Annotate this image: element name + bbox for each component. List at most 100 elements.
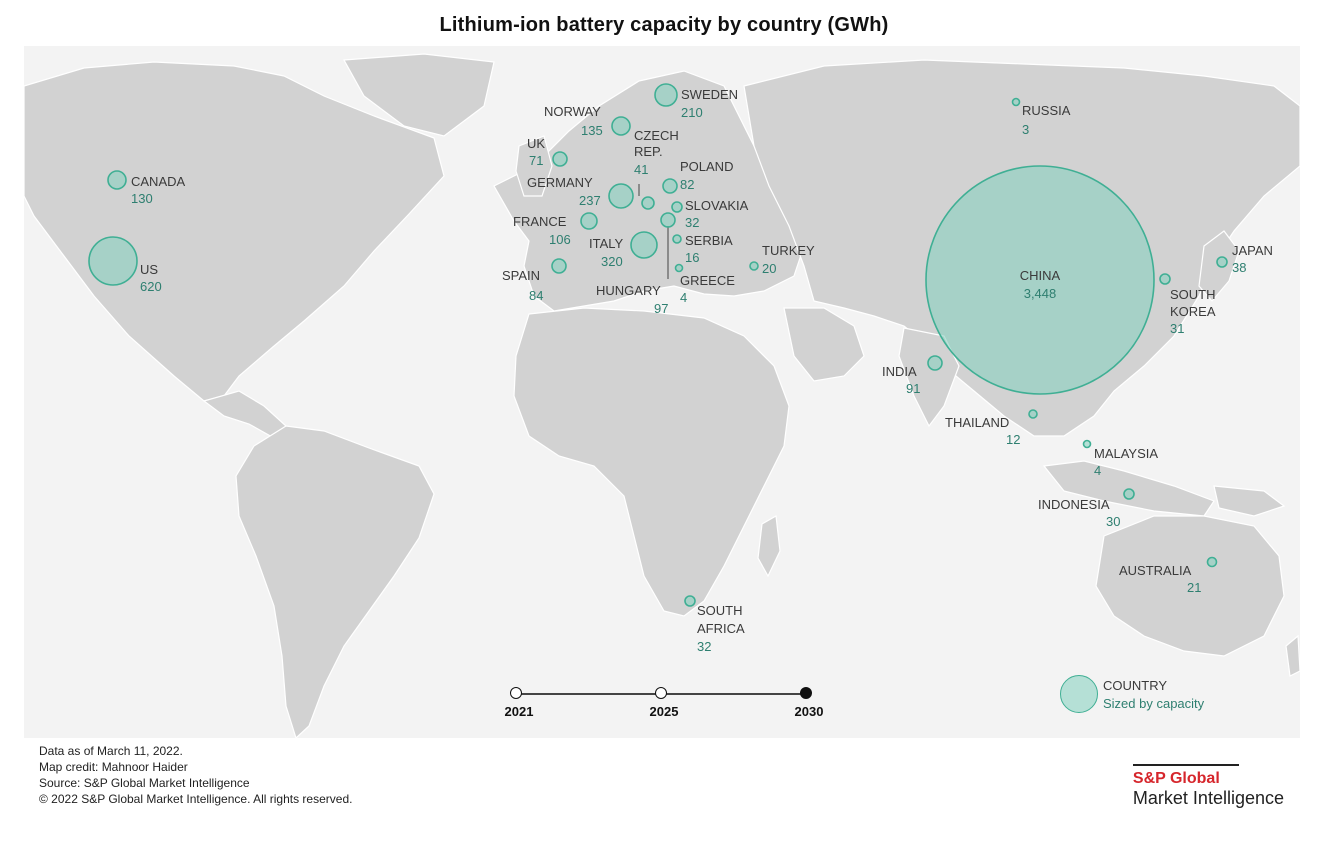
- bubble-south-korea[interactable]: [1159, 273, 1171, 285]
- land-north-america: [24, 61, 445, 402]
- land-greenland: [343, 53, 495, 137]
- land-south-america: [235, 425, 435, 738]
- label-italy-name: ITALY: [589, 236, 624, 251]
- label-greece-value: 4: [680, 290, 687, 305]
- map-title: Lithium-ion battery capacity by country …: [439, 14, 889, 36]
- bubble-south-africa[interactable]: [684, 595, 696, 607]
- label-south-africa-value: 32: [697, 639, 711, 654]
- label-canada-value: 130: [131, 191, 153, 206]
- label-india-value: 91: [906, 381, 920, 396]
- label-indonesia-value: 30: [1106, 514, 1120, 529]
- label-japan-name: JAPAN: [1232, 243, 1273, 258]
- bubble-germany[interactable]: [608, 183, 634, 209]
- bubble-india[interactable]: [927, 355, 943, 371]
- label-thailand-name: THAILAND: [945, 415, 1009, 430]
- label-malaysia-value: 4: [1094, 463, 1101, 478]
- label-malaysia-name: MALAYSIA: [1094, 446, 1158, 461]
- note-source: Source: S&P Global Market Intelligence: [39, 776, 250, 790]
- land-madagascar: [757, 515, 781, 578]
- bubble-sweden[interactable]: [654, 83, 678, 107]
- bubble-turkey[interactable]: [749, 261, 759, 271]
- bubble-france[interactable]: [580, 212, 598, 230]
- label-canada-name: CANADA: [131, 174, 186, 189]
- bubble-uk[interactable]: [552, 151, 568, 167]
- label-italy-value: 320: [601, 254, 623, 269]
- timeline-label-2021[interactable]: 2021: [504, 704, 534, 719]
- brand-name: S&P Global: [1132, 770, 1220, 787]
- bubble-slovakia[interactable]: [671, 201, 683, 213]
- bubble-serbia[interactable]: [672, 234, 682, 244]
- bubble-hungary[interactable]: [660, 212, 676, 228]
- bubble-japan[interactable]: [1216, 256, 1228, 268]
- label-czech-value: 41: [634, 162, 648, 177]
- bubble-us[interactable]: [88, 236, 138, 286]
- land-masses: [24, 53, 1300, 738]
- label-indonesia-name: INDONESIA: [1038, 497, 1110, 512]
- brand-rule: [1132, 764, 1239, 766]
- timeline-label-2030[interactable]: 2030: [794, 704, 824, 719]
- timeline-dot-2021[interactable]: [510, 687, 522, 699]
- label-hungary-name: HUNGARY: [596, 283, 661, 298]
- label-czech-name: CZECH REP.: [634, 128, 679, 159]
- label-uk-value: 71: [529, 153, 543, 168]
- note-copyright: © 2022 S&P Global Market Intelligence. A…: [39, 792, 353, 806]
- bubble-thailand[interactable]: [1028, 409, 1038, 419]
- label-sweden-value: 210: [681, 105, 703, 120]
- label-poland-value: 82: [680, 177, 694, 192]
- bubble-russia[interactable]: [1011, 97, 1021, 107]
- label-australia-name: AUSTRALIA: [1119, 563, 1192, 578]
- country-bubbles: US 620 CANADA 130 UK 71 NORWAY 135 SWEDE…: [88, 83, 1273, 654]
- year-timeline: 2021 2025 2030: [500, 687, 840, 728]
- label-us-value: 620: [140, 279, 162, 294]
- label-thailand-value: 12: [1006, 432, 1020, 447]
- label-serbia-value: 16: [685, 250, 699, 265]
- bubble-italy[interactable]: [630, 231, 658, 259]
- label-south-africa-name: SOUTH AFRICA: [697, 603, 745, 636]
- bubble-poland[interactable]: [662, 178, 678, 194]
- bubble-china[interactable]: [925, 165, 1155, 395]
- label-spain-name: SPAIN: [502, 268, 540, 283]
- label-russia-value: 3: [1022, 122, 1029, 137]
- bubble-greece[interactable]: [674, 263, 684, 273]
- label-china-name: CHINA: [1020, 268, 1061, 283]
- label-uk-name: UK: [527, 136, 545, 151]
- world-map: US 620 CANADA 130 UK 71 NORWAY 135 SWEDE…: [24, 46, 1300, 738]
- land-new-zealand: [1285, 634, 1300, 677]
- label-poland-name: POLAND: [680, 159, 733, 174]
- bubble-canada[interactable]: [107, 170, 127, 190]
- bubble-norway[interactable]: [611, 116, 631, 136]
- timeline-dot-2025[interactable]: [655, 687, 667, 699]
- label-hungary-value: 97: [654, 301, 668, 316]
- timeline-dot-2030[interactable]: [800, 687, 812, 699]
- brand-subtitle: Market Intelligence: [1132, 788, 1284, 808]
- label-south-korea-name: SOUTH KOREA: [1170, 287, 1216, 319]
- label-australia-value: 21: [1187, 580, 1201, 595]
- note-date: Data as of March 11, 2022.: [39, 744, 183, 758]
- label-turkey-value: 20: [762, 261, 776, 276]
- label-slovakia-value: 32: [685, 215, 699, 230]
- note-map-credit: Map credit: Mahnoor Haider: [39, 760, 188, 774]
- map-legend: COUNTRY Sized by capacity: [1060, 675, 1300, 715]
- bubble-indonesia[interactable]: [1123, 488, 1135, 500]
- bubble-czech[interactable]: [641, 196, 655, 210]
- label-south-korea-value: 31: [1170, 321, 1184, 336]
- land-papua: [1213, 485, 1286, 517]
- bubble-australia[interactable]: [1206, 556, 1218, 568]
- legend-subtitle: Sized by capacity: [1103, 696, 1205, 711]
- label-france-name: FRANCE: [513, 214, 567, 229]
- label-russia-name: RUSSIA: [1022, 103, 1071, 118]
- label-sweden-name: SWEDEN: [681, 87, 738, 102]
- legend-title: COUNTRY: [1103, 678, 1168, 693]
- land-africa: [513, 307, 790, 617]
- land-australia: [1095, 515, 1285, 657]
- label-turkey-name: TURKEY: [762, 243, 815, 258]
- map-canvas: US 620 CANADA 130 UK 71 NORWAY 135 SWEDE…: [24, 53, 1300, 738]
- bubble-malaysia[interactable]: [1082, 439, 1092, 449]
- label-us-name: US: [140, 262, 158, 277]
- label-spain-value: 84: [529, 288, 543, 303]
- timeline-label-2025[interactable]: 2025: [649, 704, 679, 719]
- land-britain: [515, 135, 553, 197]
- bubble-spain[interactable]: [551, 258, 567, 274]
- land-arabia: [783, 307, 865, 382]
- label-india-name: INDIA: [882, 364, 917, 379]
